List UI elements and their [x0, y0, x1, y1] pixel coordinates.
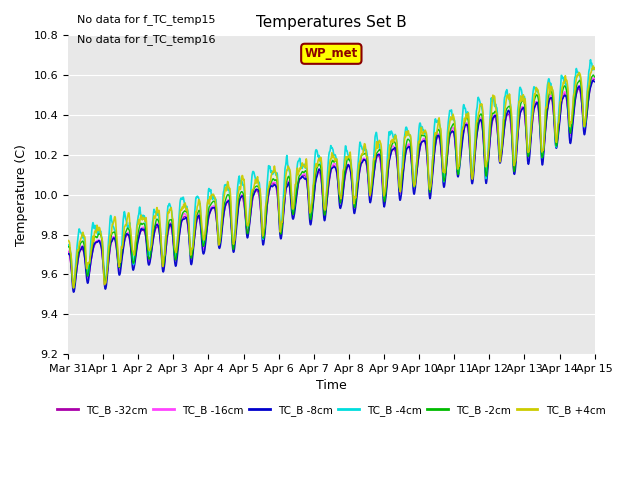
Text: No data for f_TC_temp16: No data for f_TC_temp16 — [77, 34, 215, 45]
Text: WP_met: WP_met — [305, 48, 358, 60]
Title: Temperatures Set B: Temperatures Set B — [256, 15, 406, 30]
Y-axis label: Temperature (C): Temperature (C) — [15, 144, 28, 246]
X-axis label: Time: Time — [316, 379, 347, 392]
Legend: TC_B -32cm, TC_B -16cm, TC_B -8cm, TC_B -4cm, TC_B -2cm, TC_B +4cm: TC_B -32cm, TC_B -16cm, TC_B -8cm, TC_B … — [53, 401, 610, 420]
Text: No data for f_TC_temp15: No data for f_TC_temp15 — [77, 14, 215, 25]
